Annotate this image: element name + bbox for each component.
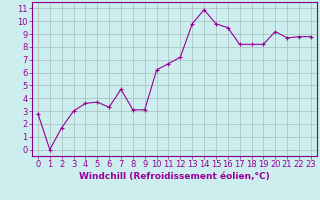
X-axis label: Windchill (Refroidissement éolien,°C): Windchill (Refroidissement éolien,°C) bbox=[79, 172, 270, 181]
